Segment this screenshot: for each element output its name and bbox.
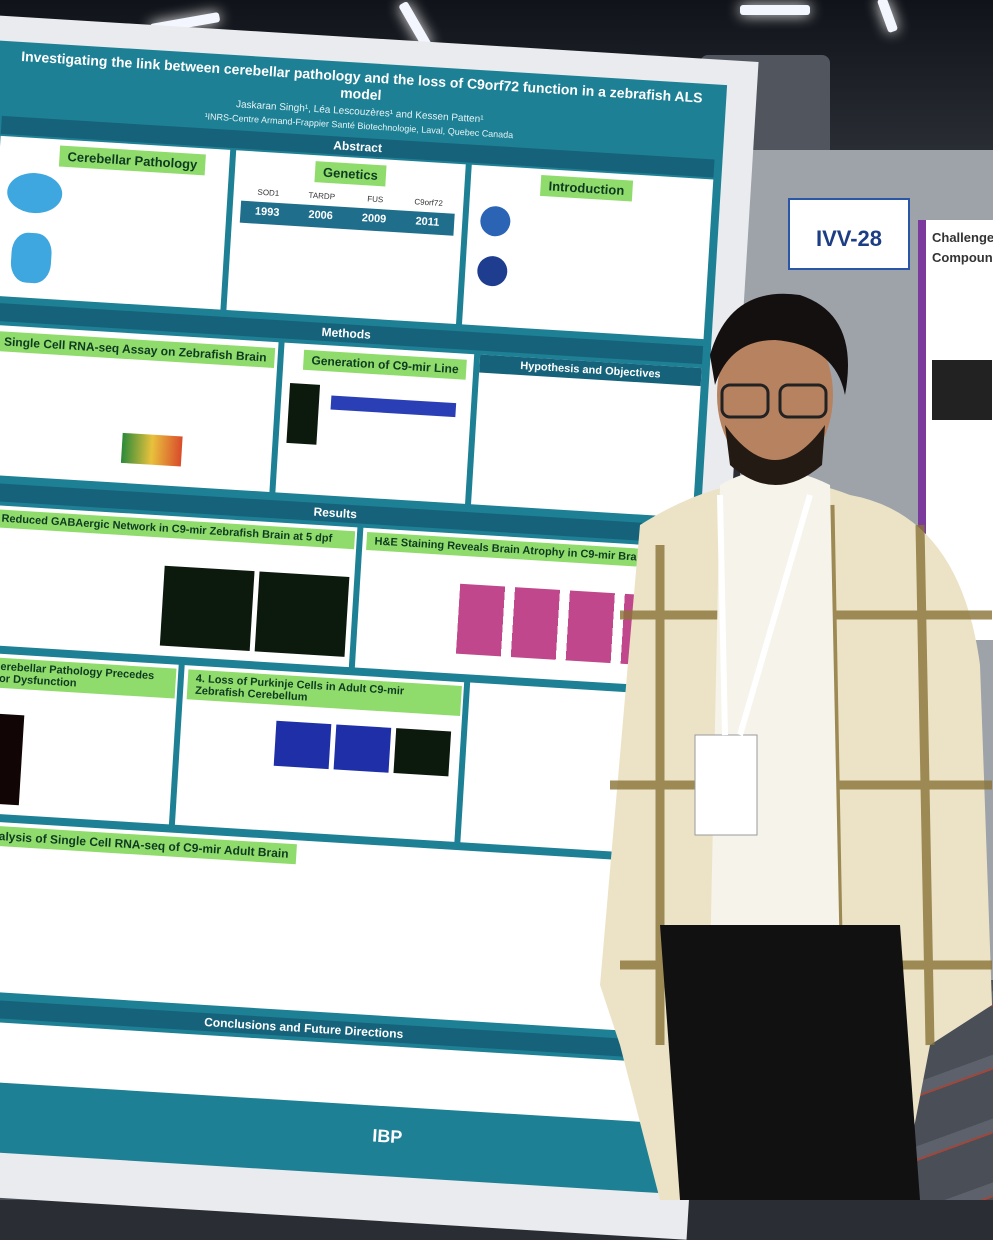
panel-heading: 5. Cerebellar Pathology Precedes Motor D… (0, 656, 177, 699)
timeline-year: 1993 (254, 205, 280, 220)
turtleneck (710, 470, 840, 965)
heatmap (120, 432, 183, 467)
presenter (600, 293, 992, 1200)
panel: Cerebellar Pathology (0, 135, 231, 310)
brain-icon (6, 171, 64, 215)
icon (476, 255, 509, 288)
panel: 5. Cerebellar Pathology Precedes Motor D… (0, 651, 179, 825)
glasses (720, 383, 770, 419)
glasses (778, 383, 828, 419)
micrograph (254, 571, 350, 657)
neighbor-subtitle: Compounds (932, 250, 993, 265)
micrograph (393, 728, 452, 777)
icon (479, 205, 512, 238)
neighbor-poster: Challenge Assay Compounds (918, 220, 993, 640)
lanyard (717, 494, 728, 736)
micrograph (286, 383, 321, 445)
trousers (660, 925, 920, 1200)
micrograph (333, 724, 392, 773)
name-badge (694, 734, 758, 836)
panel: Single Cell RNA-seq Assay on Zebrafish B… (0, 324, 279, 492)
lanyard (737, 494, 813, 736)
sponsor-logo: IBP (371, 1125, 403, 1148)
panel-heading: Cerebellar Pathology (58, 145, 206, 176)
timeline-year: 2006 (308, 208, 334, 223)
micrograph (0, 712, 25, 806)
panel: 6. Analysis of Single Cell RNA-seq of C9… (0, 819, 672, 1033)
hair (710, 293, 848, 395)
ceiling-light (740, 5, 810, 15)
micrograph (273, 720, 332, 770)
panel: Genetics 1993 SOD1 2006 TARDP 2009 FUS 2011 C9o… (226, 150, 466, 325)
panel-heading: Introduction (539, 174, 633, 202)
face (717, 315, 833, 475)
timeline-gene: C9orf72 (414, 197, 444, 208)
board-label: IVV-28 (815, 226, 883, 251)
panel-heading: Genetics (314, 161, 387, 187)
panel: Generation of C9-mir Line (275, 342, 475, 504)
neighbor-figure (932, 360, 992, 420)
timeline-gene: FUS (366, 194, 384, 205)
panel: 4. Loss of Purkinje Cells in Adult C9-mi… (174, 665, 465, 842)
panel-heading: Single Cell RNA-seq Assay on Zebrafish B… (0, 330, 276, 368)
panel-heading: 6. Analysis of Single Cell RNA-seq of C9… (0, 823, 298, 865)
beard (725, 425, 825, 485)
panel: 2. Reduced GABAergic Network in C9-mir Z… (0, 504, 358, 668)
ceiling-light (876, 0, 899, 34)
cerebellum-icon (9, 231, 53, 285)
timeline-gene: SOD1 (257, 187, 280, 198)
timeline: 1993 SOD1 2006 TARDP 2009 FUS 2011 C9orf72 (239, 188, 455, 236)
neighbor-title: Challenge Assay (932, 230, 993, 245)
panel-heading: Generation of C9-mir Line (302, 349, 468, 380)
micrograph (159, 565, 255, 652)
construct (330, 395, 457, 418)
panel-heading: 4. Loss of Purkinje Cells in Adult C9-mi… (186, 669, 462, 717)
timeline-year: 2009 (361, 212, 387, 226)
board-sign: IVV-28 (788, 198, 910, 270)
timeline-year: 2011 (415, 215, 440, 229)
timeline-gene: TARDP (308, 190, 336, 202)
